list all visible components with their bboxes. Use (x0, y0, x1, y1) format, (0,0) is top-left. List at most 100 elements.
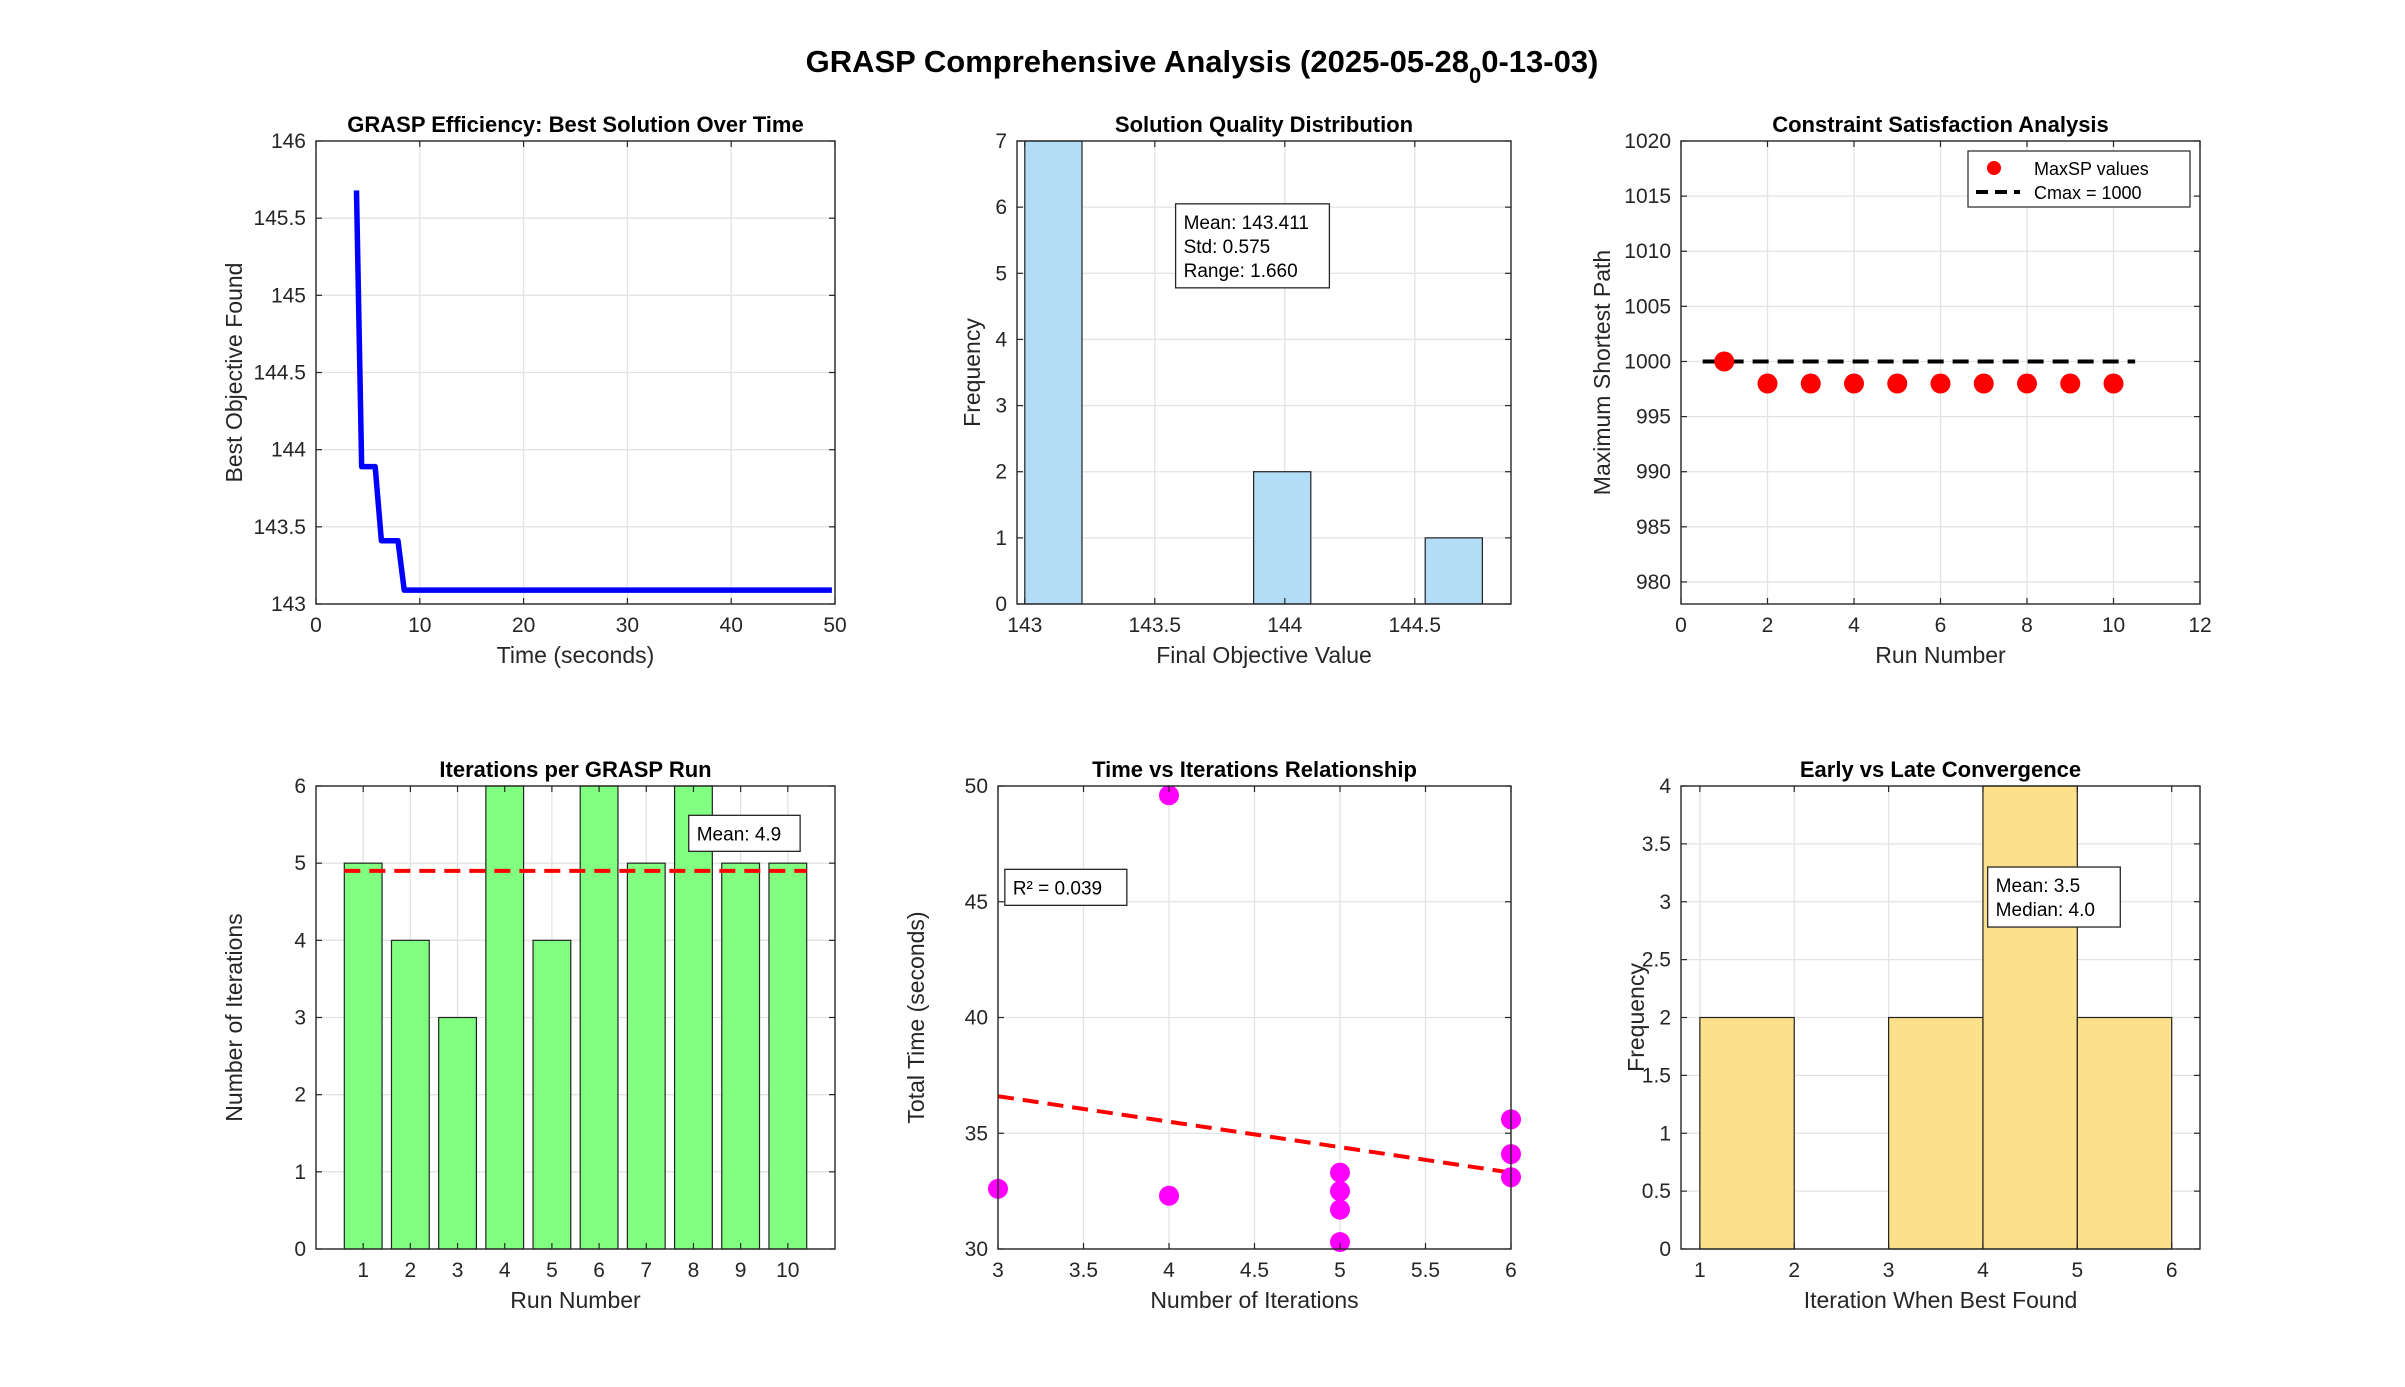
x-tick-label: 4 (499, 1259, 511, 1282)
histogram-bar (1424, 537, 1483, 605)
y-tick-label: 3 (995, 395, 1007, 418)
y-axis-label: Frequency (959, 318, 985, 427)
x-tick-label: 6 (2166, 1259, 2178, 1282)
scatter-point (1800, 373, 1821, 394)
legend-marker-maxsp (1987, 161, 2001, 175)
scatter-point (2060, 373, 2081, 394)
annotation-text: Std: 0.575 (1184, 237, 1271, 258)
x-tick-label: 10 (408, 614, 431, 637)
annotation-frame (688, 814, 801, 852)
scatter-point (1330, 1232, 1350, 1253)
legend-label: MaxSP values (2034, 159, 2149, 179)
y-tick-label: 990 (1636, 461, 1671, 484)
y-tick-label: 35 (965, 1122, 988, 1145)
annotation-text: Mean: 3.5 (1996, 876, 2080, 897)
y-tick-label: 3.5 (1642, 833, 1671, 856)
x-axis-label: Final Objective Value (1156, 642, 1372, 668)
x-tick-label: 8 (2021, 614, 2033, 637)
y-tick-label: 1005 (1624, 295, 1671, 318)
histogram-bar (1024, 140, 1083, 605)
scatter-point (2103, 373, 2124, 394)
y-tick-label: 1 (995, 527, 1007, 550)
y-tick-label: 1015 (1624, 185, 1671, 208)
x-tick-label: 20 (512, 614, 535, 637)
annotation-text: Range: 1.660 (1184, 261, 1298, 282)
scatter-point (2017, 373, 2037, 394)
y-tick-label: 5 (294, 852, 306, 875)
y-tick-label: 144 (271, 439, 306, 462)
histogram-bar (1982, 785, 2078, 1250)
figure-title: GRASP Comprehensive Analysis (2025-05-28… (806, 44, 1599, 88)
y-tick-label: 30 (965, 1238, 988, 1261)
bar (579, 785, 619, 1250)
annotation-text: Median: 4.0 (1996, 900, 2095, 921)
histogram-bar (2076, 1016, 2173, 1250)
chart-panel-3: 0 2 4 6 8 10 12 980 985 990 995 1000 1005 1010 1015 102… (1589, 112, 2212, 668)
x-tick-label: 4 (1848, 614, 1860, 637)
x-axis-label: Iteration When Best Found (1804, 1287, 2078, 1313)
chart-title: Early vs Late Convergence (1800, 757, 2081, 782)
annotation-text: Mean: 4.9 (697, 824, 782, 845)
annotation-text: Mean: 143.411 (1184, 213, 1309, 234)
chart-panel-2: 143 143.5 144 144.5 0 1 2 3 4 5 6 7 Solution Quality… (959, 112, 1512, 668)
x-tick-label: 0 (310, 614, 322, 637)
chart-panel-5: 3 3.5 4 4.5 5 5.5 6 30 35 40 45 50 Time vs Iteration… (903, 757, 1521, 1313)
y-tick-label: 4 (995, 328, 1007, 351)
bar (532, 939, 572, 1250)
x-tick-label: 10 (776, 1259, 799, 1282)
x-tick-label: 10 (2102, 614, 2125, 637)
scatter-point (1973, 373, 1994, 394)
y-axis-label: Frequency (1623, 963, 1649, 1072)
bar (721, 862, 761, 1250)
bar (343, 862, 383, 1250)
y-tick-label: 6 (294, 775, 306, 798)
scatter-point (1714, 351, 1735, 372)
x-axis-label: Run Number (510, 1287, 641, 1313)
bar (485, 785, 525, 1250)
annotation-box: Mean: 143.411 Std: 0.575 Range: 1.660 (1174, 203, 1331, 289)
y-tick-label: 146 (271, 130, 306, 153)
y-tick-label: 5 (995, 262, 1007, 285)
x-tick-label: 3 (992, 1259, 1004, 1282)
y-tick-label: 3 (294, 1007, 306, 1030)
y-tick-label: 0 (1659, 1238, 1671, 1261)
x-tick-label: 1 (357, 1259, 369, 1282)
x-tick-label: 2 (405, 1259, 417, 1282)
annotation-text: R² = 0.039 (1013, 878, 1102, 899)
annotation-frame (1174, 203, 1331, 289)
figure-title-main: GRASP Comprehensive Analysis (2025-05-28 (806, 44, 1469, 79)
scatter-point (1330, 1162, 1350, 1183)
y-tick-label: 143 (271, 593, 306, 616)
annotation-box: Mean: 4.9 (688, 814, 801, 852)
figure-title-tail: 0-13-03) (1481, 44, 1598, 79)
chart-title: GRASP Efficiency: Best Solution Over Tim… (347, 112, 803, 137)
x-tick-label: 50 (823, 614, 846, 637)
x-axis-label: Run Number (1875, 642, 2006, 668)
scatter-point (1844, 373, 1864, 394)
chart-title: Constraint Satisfaction Analysis (1772, 112, 2109, 137)
y-tick-label: 144.5 (253, 362, 306, 385)
y-tick-label: 143.5 (253, 516, 306, 539)
y-axis-label: Maximum Shortest Path (1589, 250, 1615, 495)
y-tick-label: 2.5 (1642, 949, 1671, 972)
y-tick-label: 985 (1636, 516, 1671, 539)
y-tick-label: 1 (294, 1161, 306, 1184)
series-line (353, 190, 832, 593)
scatter-point (1887, 373, 1908, 394)
chart-title: Time vs Iterations Relationship (1092, 757, 1417, 782)
y-axis-label: Best Objective Found (221, 263, 247, 483)
scatter-point (1757, 373, 1778, 394)
y-tick-label: 1020 (1624, 130, 1671, 153)
bar (438, 1016, 478, 1250)
bar (673, 785, 713, 1250)
y-tick-label: 1.5 (1642, 1064, 1671, 1087)
x-tick-label: 4 (1163, 1259, 1175, 1282)
x-tick-label: 3.5 (1069, 1259, 1098, 1282)
x-tick-label: 3 (452, 1259, 464, 1282)
scatter-point (1930, 373, 1951, 394)
trend-line (997, 1094, 1512, 1175)
x-tick-label: 40 (720, 614, 743, 637)
y-tick-label: 3 (1659, 891, 1671, 914)
x-tick-label: 5 (2071, 1259, 2083, 1282)
